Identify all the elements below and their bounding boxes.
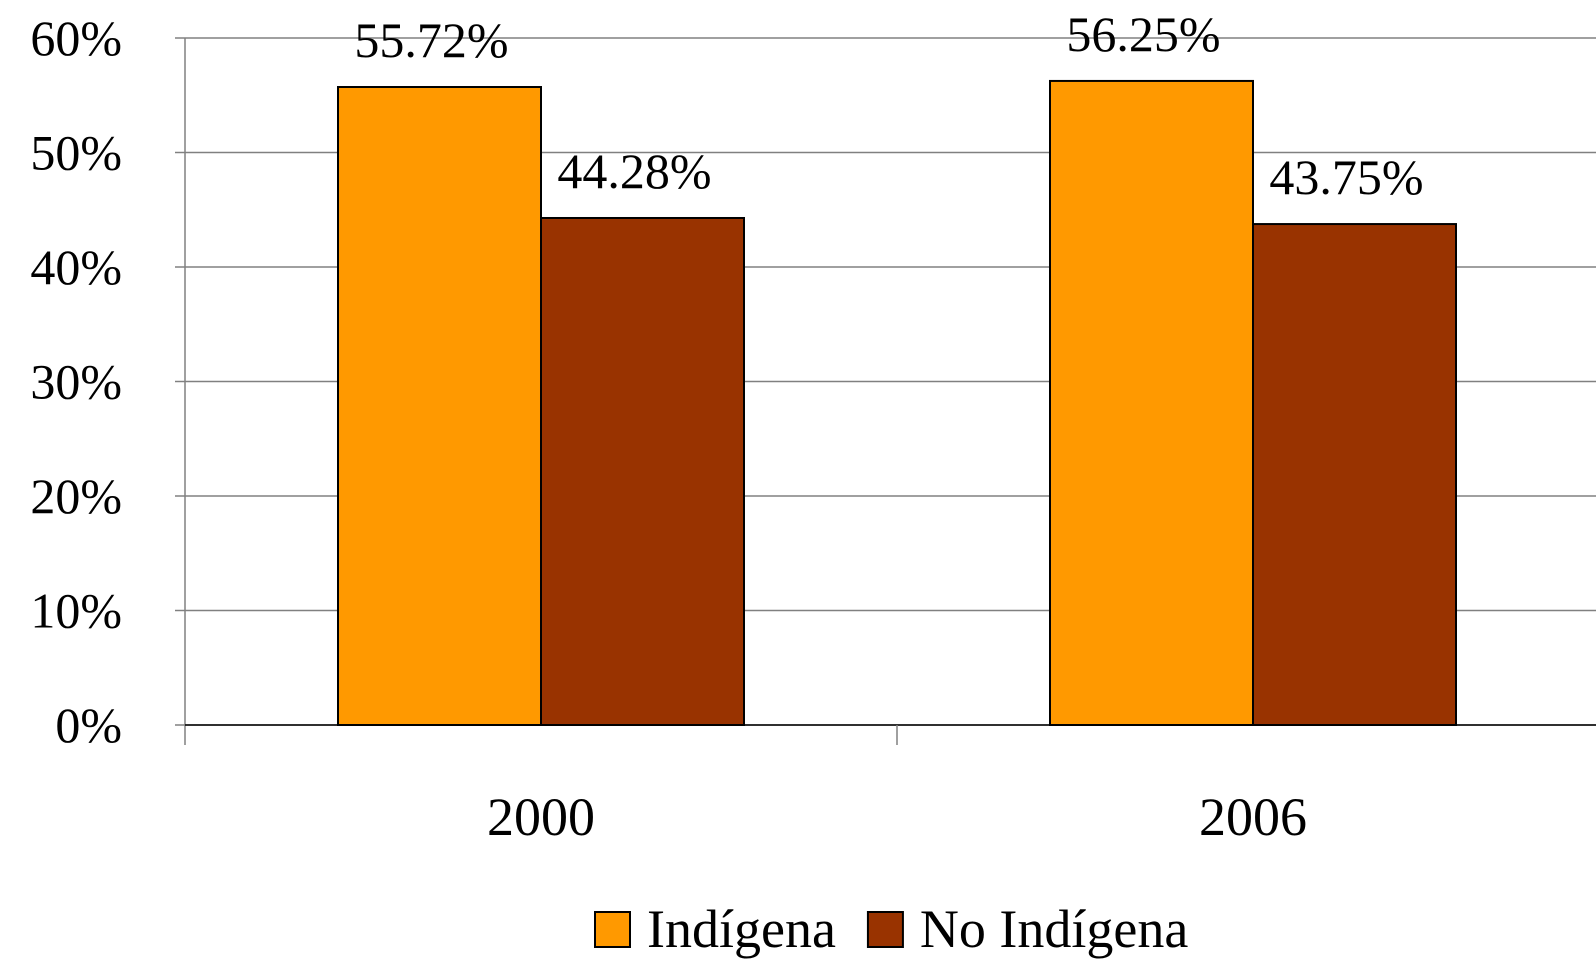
data-label-no-ind-gena-2006: 43.75% xyxy=(1269,149,1423,205)
x-category-label-2000: 2000 xyxy=(487,787,595,847)
bar-no-ind-gena-2000 xyxy=(540,216,745,727)
data-label-ind-gena-2000: 55.72% xyxy=(354,12,508,68)
y-tick-label-40: 40% xyxy=(30,239,122,295)
axes xyxy=(175,37,1596,745)
bar-ind-gena-2006 xyxy=(1049,79,1254,726)
bar-ind-gena-2000 xyxy=(337,86,542,727)
x-category-label-2006: 2006 xyxy=(1199,787,1307,847)
legend-label-no-ind-gena: No Indígena xyxy=(920,899,1188,959)
data-label-ind-gena-2006: 56.25% xyxy=(1066,6,1220,62)
y-tick-label-30: 30% xyxy=(30,354,122,410)
y-tick-label-60: 60% xyxy=(30,10,122,66)
labels: 0% 10% 20% 30% 40% 50% 60% 55.72% 44.28% 2000 56.2… xyxy=(30,6,1423,847)
legend-label-ind-gena: Indígena xyxy=(647,899,836,959)
y-tick-label-10: 10% xyxy=(30,583,122,639)
bar-no-ind-gena-2006 xyxy=(1252,223,1457,726)
data-label-no-ind-gena-2000: 44.28% xyxy=(557,143,711,199)
y-tick-label-50: 50% xyxy=(30,125,122,181)
y-tick-label-20: 20% xyxy=(30,468,122,524)
bars xyxy=(337,79,1457,727)
y-tick-label-0: 0% xyxy=(55,697,122,753)
legend-swatch-ind-gena xyxy=(594,911,631,948)
legend-swatch-no-ind-gena xyxy=(866,911,904,948)
legend: Indígena No Indígena xyxy=(594,899,1188,959)
